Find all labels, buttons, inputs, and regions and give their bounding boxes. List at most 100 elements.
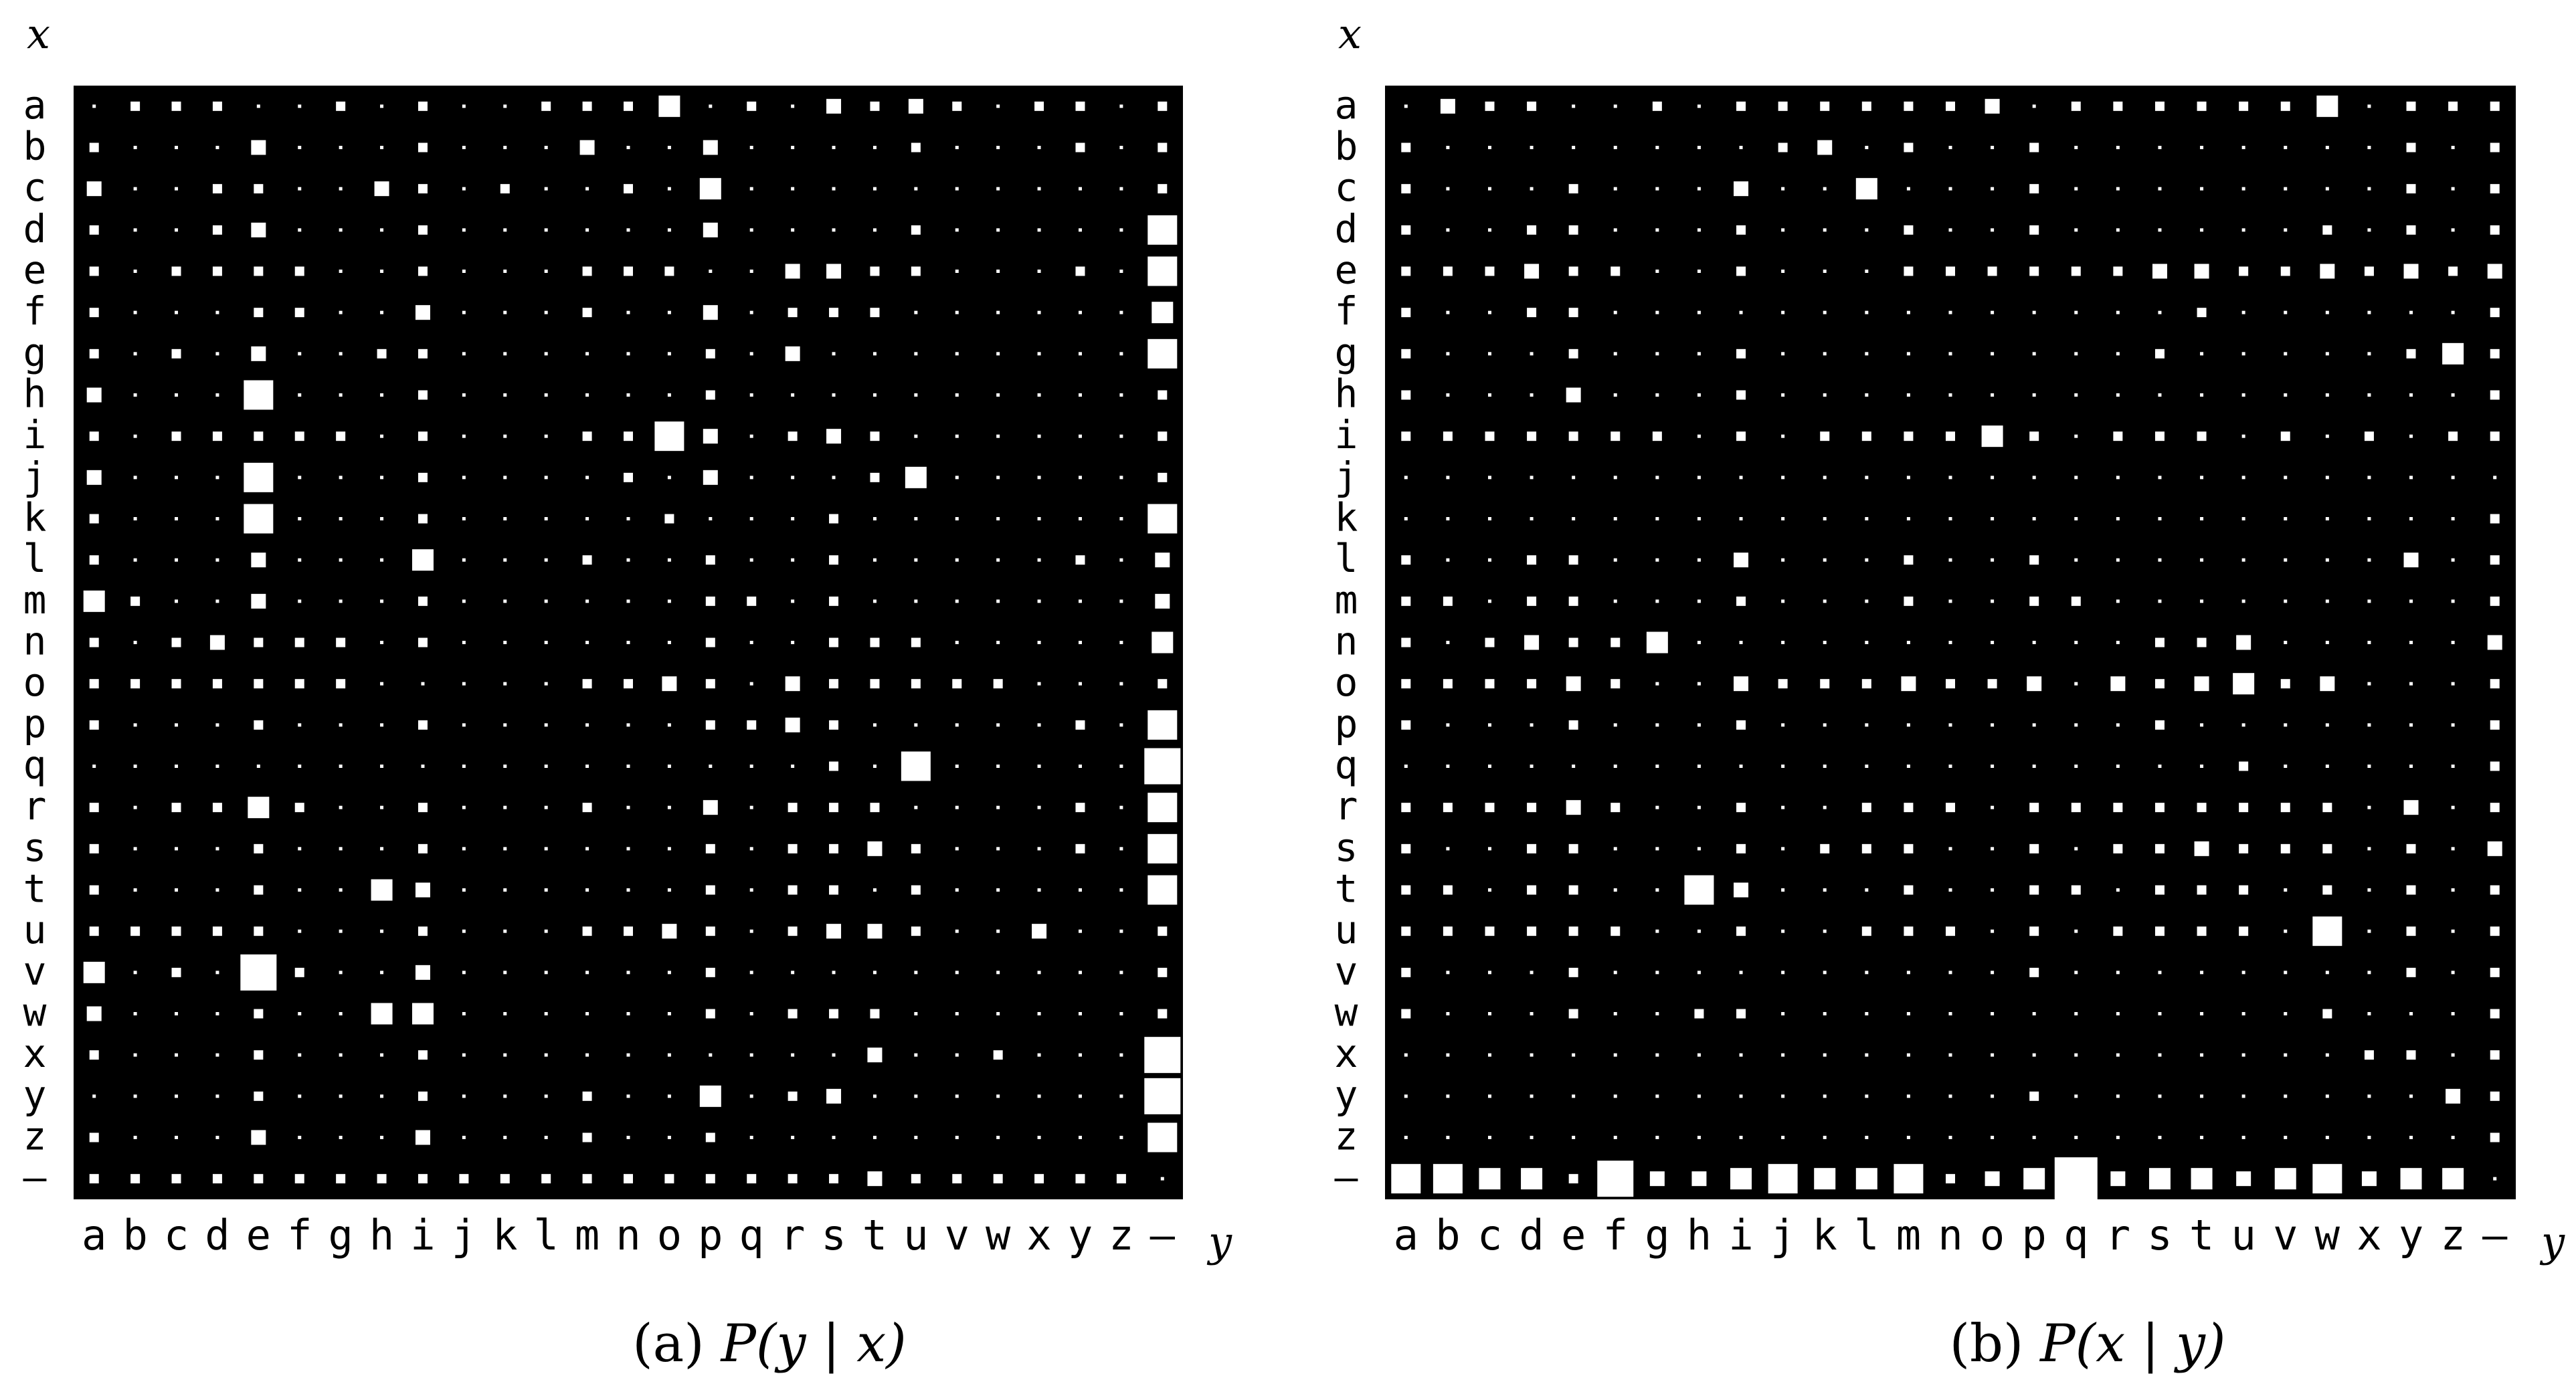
cell-s-f	[1613, 847, 1617, 851]
cell-u-p	[705, 926, 715, 936]
cell-v-n	[626, 971, 630, 975]
cell-p-p	[2032, 723, 2036, 727]
cell-h-g	[1655, 393, 1659, 397]
row-label: o	[1335, 660, 1358, 705]
cell-l-s	[2158, 558, 2162, 562]
cell-t-s	[2154, 885, 2165, 895]
cell-g-f	[298, 352, 302, 356]
cell-y-x	[2367, 1094, 2371, 1098]
cell-n-–	[1152, 631, 1174, 654]
cell-e-c	[1485, 266, 1495, 276]
cell-d-c	[175, 228, 179, 232]
cell-k-j	[462, 517, 466, 520]
cell-t-k	[1823, 888, 1827, 892]
cell-q-l	[544, 765, 548, 768]
cell-h-t	[2200, 393, 2204, 397]
cell-j-d	[1530, 476, 1534, 480]
cell-y-j	[1781, 1094, 1785, 1098]
cell-s-r	[788, 843, 798, 854]
row-label: n	[1335, 619, 1358, 664]
cell-n-g	[1646, 631, 1668, 654]
cell-d-x	[2367, 228, 2371, 232]
cell-z-m	[582, 1132, 592, 1142]
cell-v-s	[2158, 971, 2162, 975]
cell-z-n	[626, 1136, 630, 1139]
cell-z-j	[1781, 1136, 1785, 1139]
cell-u-–	[1158, 926, 1168, 936]
cell-–-o	[664, 1174, 674, 1184]
cell-b-t	[872, 146, 877, 149]
row-label: –	[23, 1155, 47, 1200]
cell-t-e	[254, 885, 264, 895]
cell-q-t	[2200, 765, 2204, 768]
cell-r-f	[1611, 803, 1621, 813]
cell-o-z	[1119, 682, 1123, 686]
cell-p-c	[1487, 723, 1491, 727]
cell-s-a	[89, 843, 99, 854]
cell-w-q	[749, 1012, 753, 1015]
cell-–-s	[2148, 1168, 2171, 1190]
cell-w-m	[1906, 1012, 1910, 1015]
cell-o-r	[785, 676, 800, 692]
cell-b-z	[2451, 146, 2455, 149]
cell-c-r	[791, 187, 795, 191]
cell-s-e	[1568, 843, 1578, 854]
cell-g-y	[2406, 348, 2416, 359]
cell-w-r	[788, 1009, 798, 1019]
cell-k-b	[1446, 517, 1450, 520]
cell-g-p	[705, 348, 715, 359]
cell-t-p	[705, 885, 715, 895]
cell-g-i	[418, 348, 428, 359]
cell-k-d	[215, 517, 219, 520]
cell-u-x	[2367, 929, 2371, 933]
cell-p-b	[1446, 723, 1450, 727]
cell-u-q	[2074, 929, 2078, 933]
cell-a-b	[130, 101, 141, 111]
cell-d-c	[1487, 228, 1491, 232]
cell-i-x	[1037, 434, 1041, 438]
cell-l-j	[1781, 558, 1785, 562]
cell-n-x	[1037, 641, 1041, 644]
cell-q-a	[92, 765, 96, 768]
cell-p-g	[1655, 723, 1659, 727]
cell-p-f	[1613, 723, 1617, 727]
cell-v-r	[2116, 971, 2120, 975]
cell-a-w	[996, 104, 1000, 108]
cell-p-n	[1948, 723, 1952, 727]
cell-a-h	[1697, 104, 1701, 108]
cell-j-l	[1865, 476, 1869, 480]
cell-o-p	[705, 679, 715, 689]
cell-b-w	[2325, 146, 2329, 149]
cell-o-n	[624, 679, 633, 689]
row-label: v	[23, 948, 47, 994]
cell-y-z	[2446, 1088, 2461, 1104]
cell-c-l	[1855, 178, 1877, 200]
cell-r-i	[1736, 803, 1746, 813]
cell-k-k	[1823, 517, 1827, 520]
cell-o-q	[749, 682, 753, 686]
cell-b-s	[2158, 146, 2162, 149]
cell-n-y	[2409, 641, 2413, 644]
cell-m-v	[955, 599, 959, 603]
row-label: s	[23, 825, 47, 870]
cell-z-u	[2241, 1136, 2245, 1139]
cell-v-l	[1865, 971, 1869, 975]
cell-f-d	[215, 310, 219, 314]
cell-o-d	[1527, 679, 1537, 689]
cell-n-p	[2032, 641, 2036, 644]
cell-b-d	[215, 146, 219, 149]
cell-d-p	[703, 222, 718, 237]
cell-y-o	[667, 1094, 671, 1098]
cell-o-a	[1401, 679, 1411, 689]
cell-e-s	[826, 264, 842, 279]
cell-i-f	[294, 431, 304, 441]
cell-g-p	[2032, 352, 2036, 356]
cell-x-x	[2364, 1050, 2374, 1060]
cell-k-v	[955, 517, 959, 520]
cell-q-c	[1487, 765, 1491, 768]
cell-v-b	[133, 971, 137, 975]
cell-k-u	[2241, 517, 2245, 520]
cell-b-j	[462, 146, 466, 149]
cell-g-b	[133, 352, 137, 356]
cell-o-l	[1861, 679, 1871, 689]
